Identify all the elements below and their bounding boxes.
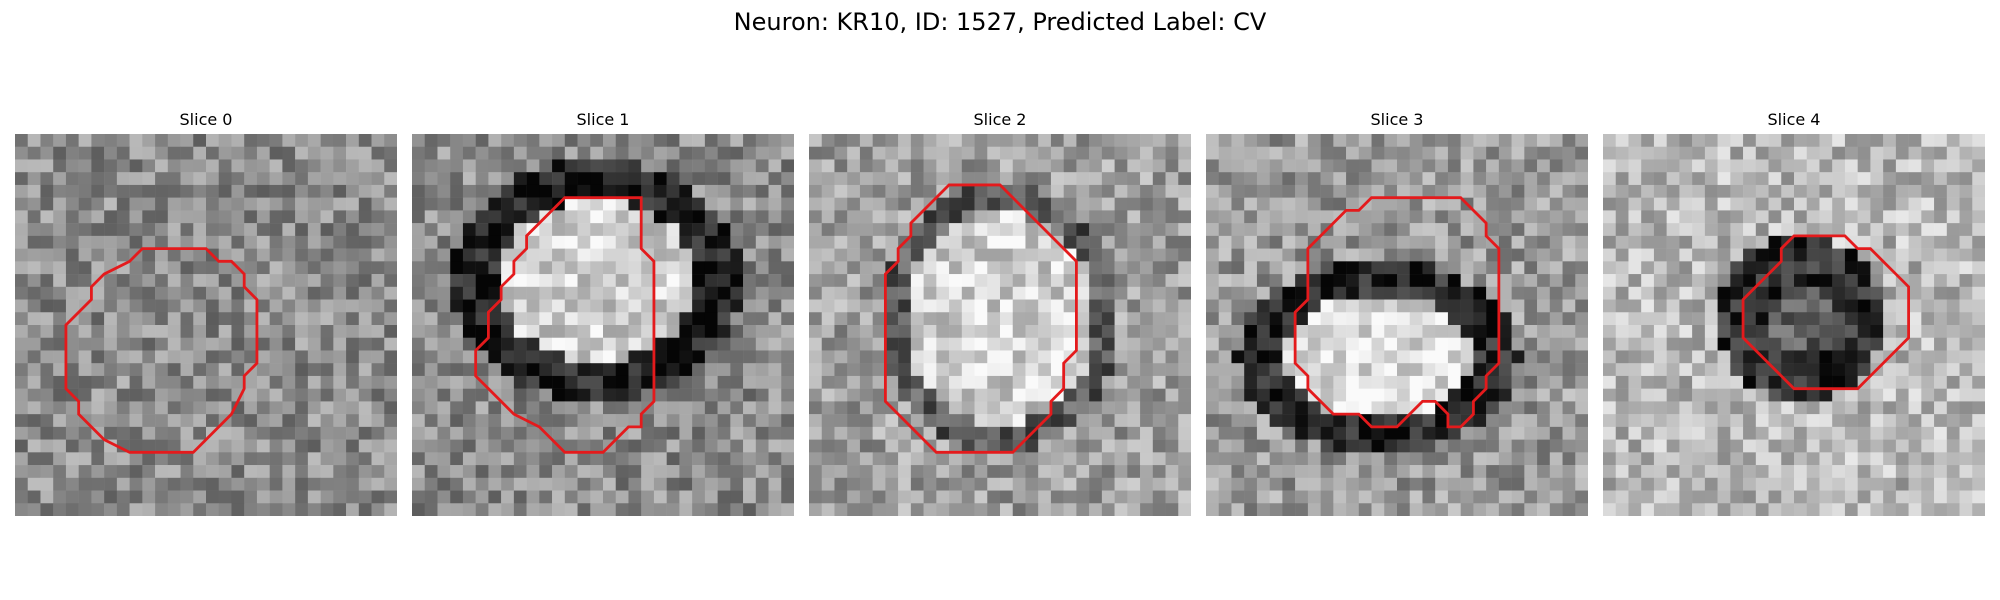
slice-panel-4: Slice 4	[1603, 110, 1985, 518]
slice-panel-0: Slice 0	[15, 110, 397, 518]
roi-contour-0	[64, 247, 259, 454]
slice-svg-2	[809, 134, 1191, 516]
slice-svg-0	[15, 134, 397, 516]
roi-contour-4	[1741, 234, 1911, 391]
slice-title-3: Slice 3	[1370, 110, 1424, 129]
roi-contour-2	[883, 183, 1078, 454]
slice-title-4: Slice 4	[1767, 110, 1821, 129]
figure-title: Neuron: KR10, ID: 1527, Predicted Label:…	[733, 8, 1267, 36]
slice-image-1	[412, 134, 794, 516]
slice-svg-3	[1206, 134, 1588, 516]
slice-svg-1	[412, 134, 794, 516]
slice-panel-1: Slice 1	[412, 110, 794, 518]
slice-title-1: Slice 1	[576, 110, 630, 129]
slice-image-3	[1206, 134, 1588, 516]
roi-contour-3	[1293, 196, 1501, 429]
slice-title-0: Slice 0	[179, 110, 233, 129]
slice-image-2	[809, 134, 1191, 516]
slice-svg-4	[1603, 134, 1985, 516]
slice-image-4	[1603, 134, 1985, 516]
slice-panel-3: Slice 3	[1206, 110, 1588, 518]
slice-image-0	[15, 134, 397, 516]
slice-title-2: Slice 2	[973, 110, 1027, 129]
roi-contour-1	[474, 196, 656, 454]
slice-panel-2: Slice 2	[809, 110, 1191, 518]
